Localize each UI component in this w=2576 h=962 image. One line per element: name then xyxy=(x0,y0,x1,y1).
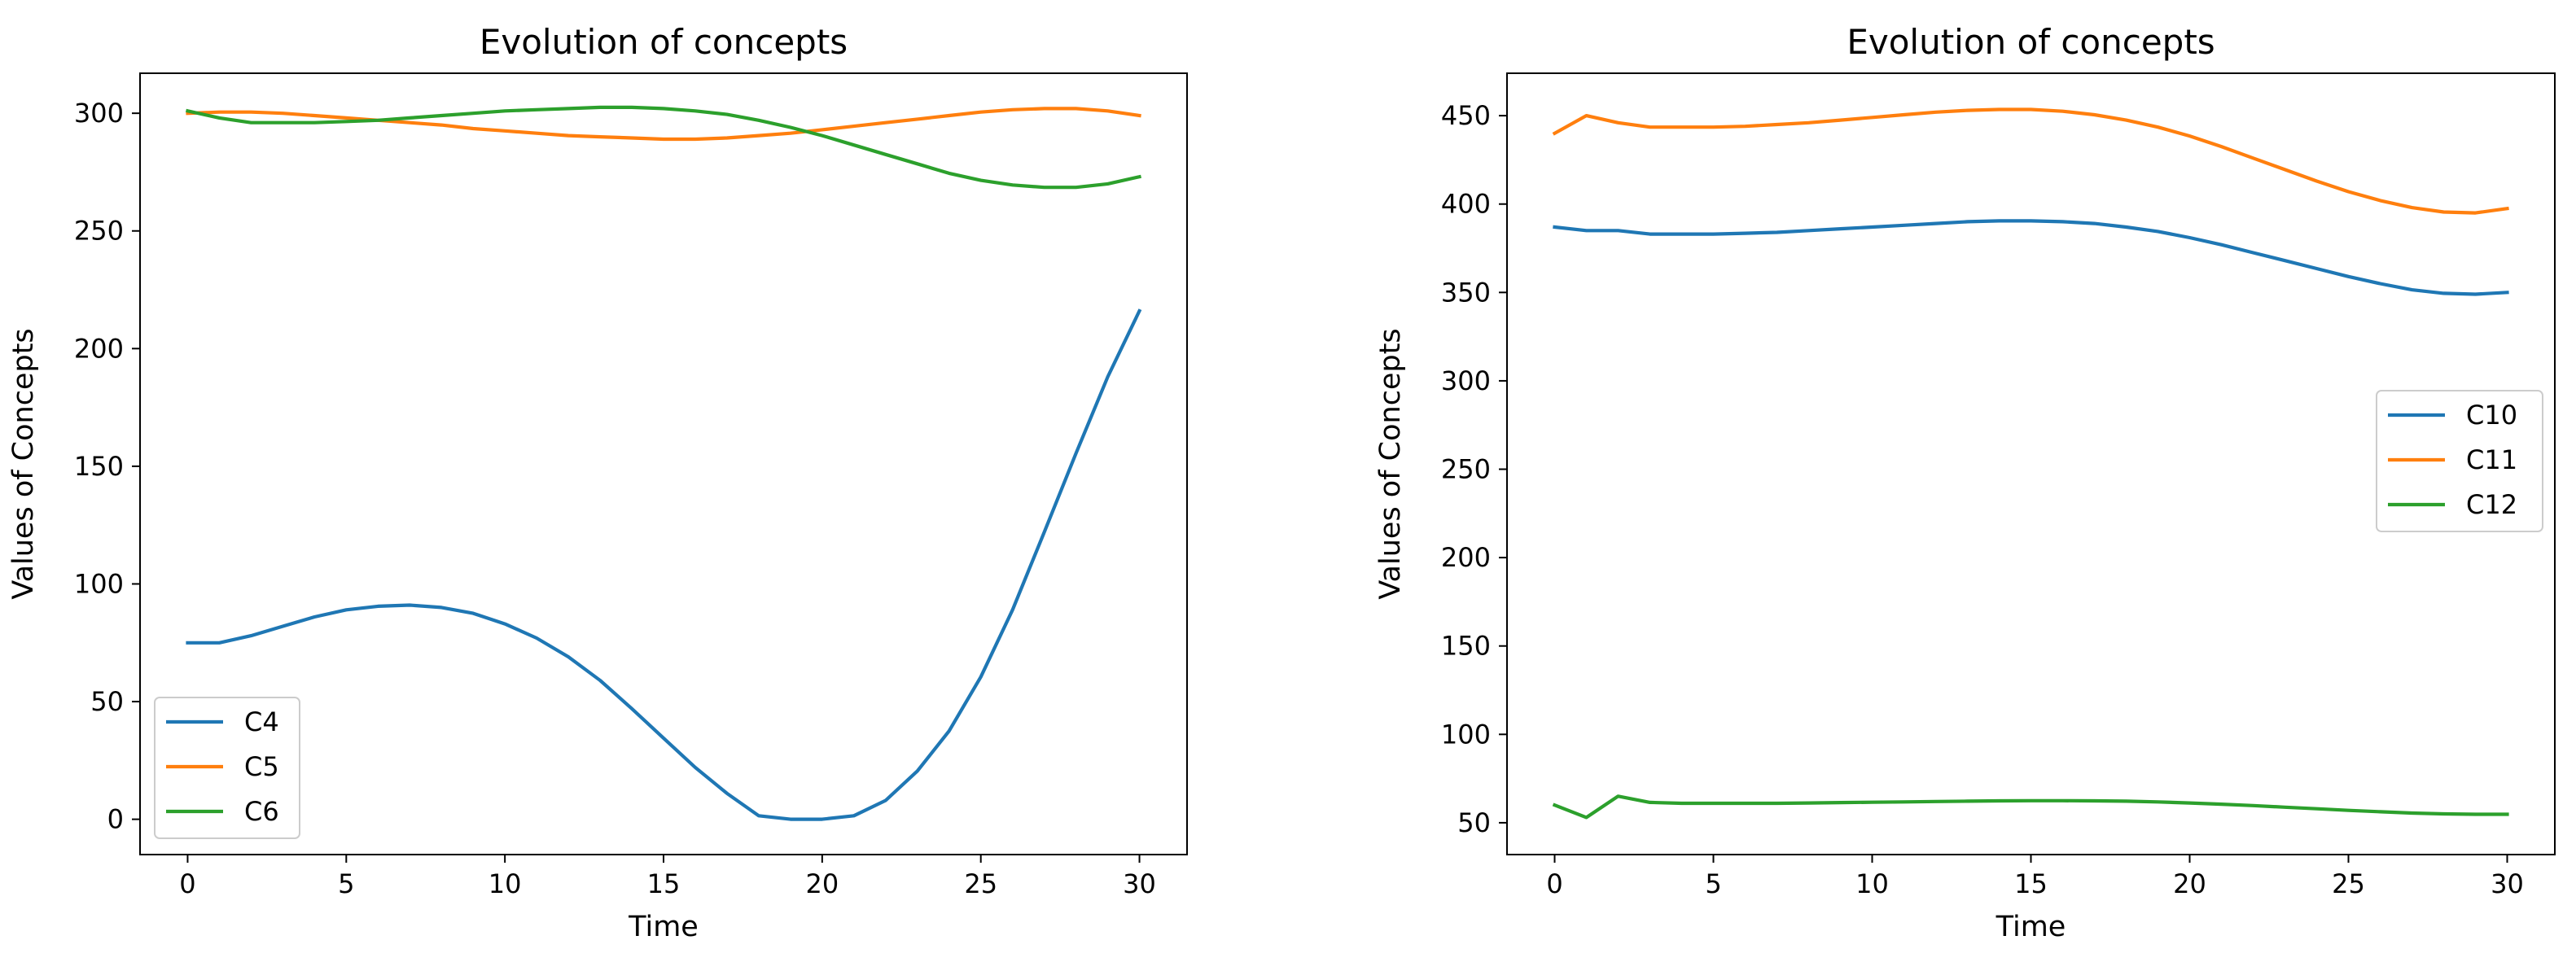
legend-label-c10: C10 xyxy=(2466,400,2517,431)
chart-title: Evolution of concepts xyxy=(480,22,848,62)
x-tick-label: 25 xyxy=(964,868,997,899)
y-tick-label: 400 xyxy=(1441,189,1491,220)
y-tick-label: 100 xyxy=(74,568,124,599)
x-tick-label: 15 xyxy=(647,868,681,899)
x-tick-label: 5 xyxy=(338,868,354,899)
legend: C4 C5 C6 xyxy=(154,697,300,839)
x-tick-label: 5 xyxy=(1705,868,1721,899)
x-axis-label: Time xyxy=(628,911,699,943)
legend-label-c11: C11 xyxy=(2466,444,2517,475)
legend-label-c12: C12 xyxy=(2466,489,2517,520)
y-tick-label: 350 xyxy=(1441,277,1491,308)
x-tick-label: 25 xyxy=(2332,868,2365,899)
x-axis-label: Time xyxy=(1996,911,2066,943)
y-tick-label: 50 xyxy=(1457,807,1491,838)
y-tick-label: 300 xyxy=(74,98,124,129)
y-tick-label: 250 xyxy=(1441,454,1491,485)
y-tick-label: 300 xyxy=(1441,365,1491,396)
series-line-c4 xyxy=(186,308,1142,821)
chart-2: Evolution of concepts 0 5 10 15 20 25 30 50 100 15… xyxy=(1374,22,2556,943)
x-tick-label: 0 xyxy=(1546,868,1562,899)
series-line-c5 xyxy=(186,107,1141,142)
y-tick-label: 150 xyxy=(1441,631,1491,662)
x-tick-label: 0 xyxy=(179,868,195,899)
y-tick-label: 150 xyxy=(74,451,124,482)
y-tick-label: 450 xyxy=(1441,100,1491,131)
series-line-c11 xyxy=(1552,107,2509,215)
x-tick-label: 10 xyxy=(1855,868,1889,899)
x-tick-label: 20 xyxy=(2173,868,2206,899)
x-tick-label: 30 xyxy=(1123,868,1156,899)
y-tick-label: 100 xyxy=(1441,719,1491,750)
x-tick-label: 10 xyxy=(488,868,522,899)
legend-box xyxy=(154,697,300,839)
series-line-c6 xyxy=(185,105,1142,190)
x-tick-label: 20 xyxy=(805,868,839,899)
y-tick-label: 250 xyxy=(74,216,124,247)
y-axis-label: Values of Concepts xyxy=(7,328,40,599)
legend-label-c4: C4 xyxy=(244,706,279,737)
y-tick-label: 0 xyxy=(107,804,124,835)
legend-label-c5: C5 xyxy=(244,751,279,782)
y-tick-label: 200 xyxy=(74,333,124,364)
y-axis-label: Values of Concepts xyxy=(1374,328,1407,599)
legend-label-c6: C6 xyxy=(244,796,279,827)
legend: C10 C11 C12 xyxy=(2376,390,2543,532)
x-tick-label: 15 xyxy=(2014,868,2048,899)
y-tick-label: 200 xyxy=(1441,542,1491,573)
x-tick-label: 30 xyxy=(2491,868,2524,899)
series-line-c10 xyxy=(1553,219,2509,296)
chart-title: Evolution of concepts xyxy=(1847,22,2215,62)
legend-box xyxy=(2376,390,2543,532)
y-tick-label: 50 xyxy=(90,686,124,717)
series-line-c12 xyxy=(1552,794,2509,820)
